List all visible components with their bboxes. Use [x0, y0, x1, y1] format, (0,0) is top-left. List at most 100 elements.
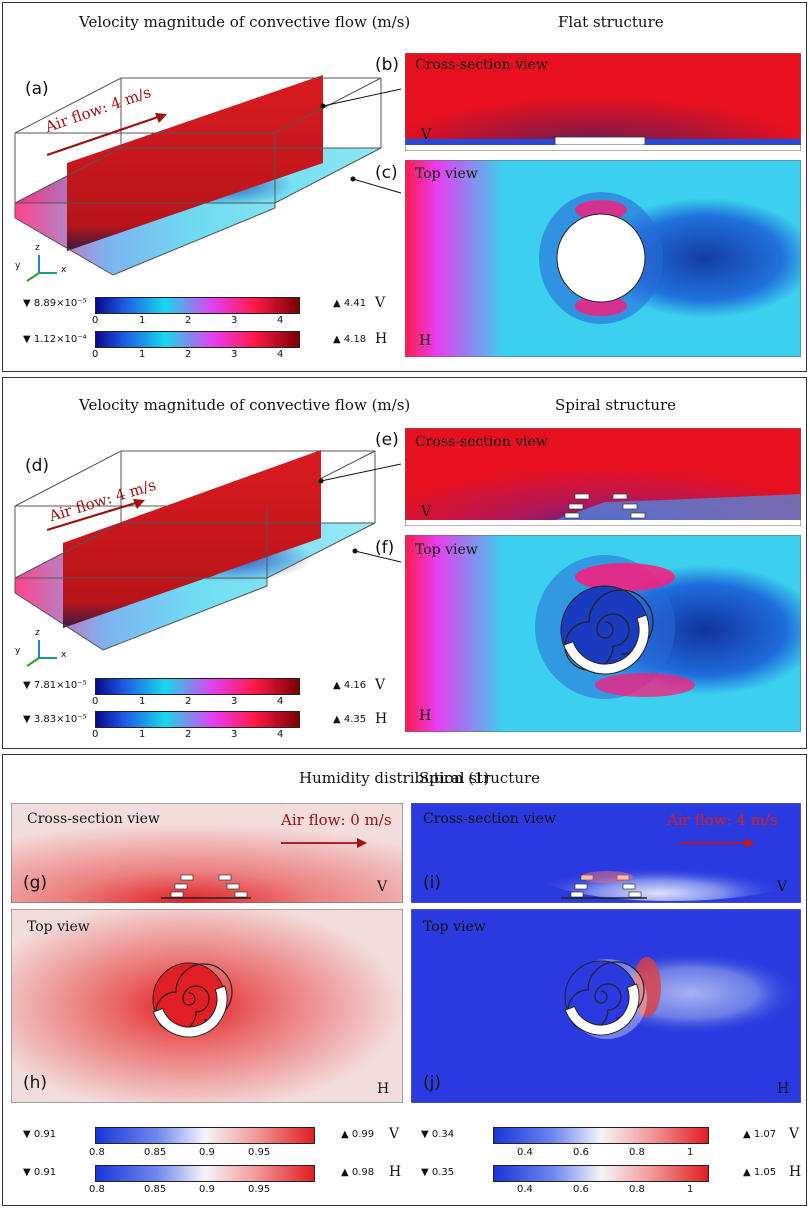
- panel-humidity: Humidity distribution (1) Spiral structu…: [2, 754, 807, 1206]
- cbar-h-tick: 4: [277, 729, 284, 740]
- panel2-title-right: Spiral structure: [555, 396, 677, 414]
- cross-section-label-g: Cross-section view: [27, 811, 160, 827]
- cbar-right-h-tag: H: [789, 1164, 802, 1180]
- label-a: (a): [25, 79, 49, 99]
- panel3-title-right: Spiral structure: [419, 769, 541, 787]
- cbar-h-min: ▼ 3.83×10⁻⁵: [23, 714, 87, 725]
- box-3d-flat: [14, 75, 402, 282]
- cbar-v-max: ▲ 4.41: [333, 298, 367, 309]
- h-tag-j: H: [777, 1081, 790, 1097]
- cross-section-flat: [405, 53, 801, 151]
- panel-flat-structure: Velocity magnitude of convective flow (m…: [2, 2, 807, 372]
- cbar-v-tick: 2: [185, 315, 192, 326]
- velocity-colorbar-v: [95, 297, 300, 314]
- cbar-left-v-tick: 0.9: [199, 1147, 215, 1158]
- cbar-v-tag: V: [375, 677, 386, 693]
- cbar-h-tick: 1: [139, 349, 146, 360]
- cbar-left-v-tag: V: [389, 1126, 400, 1142]
- cbar-h-tick: 2: [185, 729, 192, 740]
- air-flow-label-g: Air flow: 0 m/s: [281, 811, 392, 829]
- cbar-h-max: ▲ 4.35: [333, 714, 367, 725]
- cbar-left-v-max: ▲ 0.99: [341, 1129, 375, 1140]
- velocity-colorbar-h: [95, 331, 300, 348]
- panel3-title-left: Humidity distribution (1): [299, 769, 490, 787]
- top-view-label-j: Top view: [423, 919, 486, 935]
- air-flow-label-i: Air flow: 4 m/s: [667, 811, 778, 829]
- cbar-left-h-tag: H: [389, 1164, 402, 1180]
- cbar-v-tick: 0: [92, 315, 99, 326]
- panel1-title-left: Velocity magnitude of convective flow (m…: [79, 13, 411, 31]
- humidity-cross-section-left: [11, 803, 403, 903]
- cbar-v-tick: 1: [139, 696, 146, 707]
- box-3d-spiral: [14, 450, 402, 667]
- panel1-title-right: Flat structure: [558, 13, 664, 31]
- cbar-right-v-min: ▼ 0.34: [421, 1129, 455, 1140]
- cbar-h-max: ▲ 4.18: [333, 334, 367, 345]
- cbar-v-tick: 1: [139, 315, 146, 326]
- cbar-right-h-min: ▼ 0.35: [421, 1167, 455, 1178]
- cbar-left-h-max: ▲ 0.98: [341, 1167, 375, 1178]
- cbar-v-tick: 3: [231, 315, 238, 326]
- humidity-colorbar-right-v: [493, 1127, 709, 1144]
- cbar-right-v-tag: V: [789, 1126, 800, 1142]
- label-j: (j): [423, 1073, 441, 1093]
- label-i: (i): [423, 873, 441, 893]
- cbar-h-tick: 2: [185, 349, 192, 360]
- label-f: (f): [375, 538, 395, 558]
- cbar-left-v-tick: 0.8: [89, 1147, 105, 1158]
- cbar-left-h-tick: 0.95: [248, 1184, 271, 1195]
- cross-section-spiral: [405, 428, 801, 526]
- cbar-right-h-tick: 0.6: [573, 1184, 589, 1195]
- cbar-left-v-min: ▼ 0.91: [23, 1129, 57, 1140]
- cbar-h-tag: H: [375, 331, 388, 347]
- velocity-colorbar-v: [95, 678, 300, 695]
- cbar-v-tick: 2: [185, 696, 192, 707]
- velocity-colorbar-h: [95, 711, 300, 728]
- cbar-right-v-tick: 1: [687, 1147, 694, 1158]
- cbar-left-h-min: ▼ 0.91: [23, 1167, 57, 1178]
- cbar-v-tick: 3: [231, 696, 238, 707]
- cross-section-label-i: Cross-section view: [423, 811, 556, 827]
- top-view-label-c: Top view: [415, 166, 478, 182]
- humidity-colorbar-right-h: [493, 1165, 709, 1182]
- cross-section-label-b: Cross-section view: [415, 57, 548, 73]
- cbar-v-tag: V: [375, 295, 386, 311]
- cbar-h-tick: 0: [92, 349, 99, 360]
- cbar-v-min: ▼ 7.81×10⁻⁵: [23, 680, 87, 691]
- v-tag-g: V: [377, 879, 388, 895]
- cbar-h-tick: 0: [92, 729, 99, 740]
- cbar-h-tick: 3: [231, 729, 238, 740]
- label-h: (h): [23, 1073, 48, 1093]
- h-tag-c: H: [419, 333, 432, 349]
- cbar-left-v-tick: 0.95: [248, 1147, 271, 1158]
- humidity-colorbar-left-h: [95, 1165, 315, 1182]
- axis-y: y: [15, 261, 21, 271]
- cbar-v-tick: 4: [277, 696, 284, 707]
- label-d: (d): [25, 456, 50, 476]
- top-view-spiral: [405, 535, 801, 732]
- cbar-left-h-tick: 0.85: [144, 1184, 167, 1195]
- label-e: (e): [375, 430, 399, 450]
- humidity-top-view-right: [411, 909, 801, 1103]
- cbar-left-h-tick: 0.9: [199, 1184, 215, 1195]
- top-view-label-f: Top view: [415, 542, 478, 558]
- h-tag-h: H: [377, 1081, 390, 1097]
- cross-section-label-e: Cross-section view: [415, 434, 548, 450]
- panel2-title-left: Velocity magnitude of convective flow (m…: [79, 396, 411, 414]
- axis-z: z: [35, 243, 40, 253]
- label-c: (c): [375, 163, 398, 183]
- cbar-v-tick: 0: [92, 696, 99, 707]
- cbar-h-tag: H: [375, 711, 388, 727]
- label-b: (b): [375, 55, 400, 75]
- v-tag-i: V: [777, 879, 788, 895]
- top-view-label-h: Top view: [27, 919, 90, 935]
- cbar-h-tick: 3: [231, 349, 238, 360]
- panel-spiral-structure: Velocity magnitude of convective flow (m…: [2, 377, 807, 749]
- cbar-v-max: ▲ 4.16: [333, 680, 367, 691]
- v-tag-b: V: [421, 127, 432, 143]
- h-tag-f: H: [419, 708, 432, 724]
- cbar-left-v-tick: 0.85: [144, 1147, 167, 1158]
- cbar-h-tick: 4: [277, 349, 284, 360]
- cbar-right-h-tick: 0.4: [517, 1184, 533, 1195]
- axis-x: x: [61, 265, 67, 275]
